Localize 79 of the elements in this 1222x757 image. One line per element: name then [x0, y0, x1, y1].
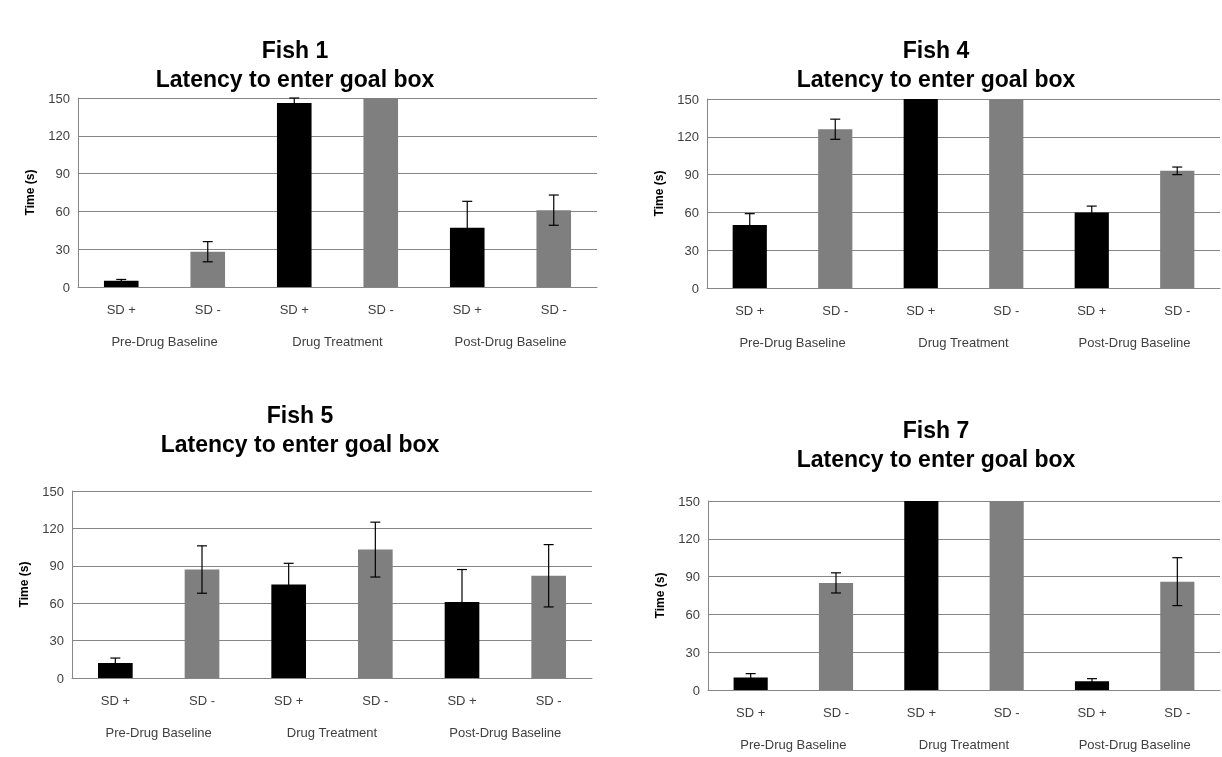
text: Drug Treatment [918, 737, 1010, 752]
bar [103, 280, 139, 287]
bar [904, 501, 939, 690]
x-tick-label: SD + [906, 705, 936, 720]
x-tick-label: SD + [100, 693, 130, 708]
text: Pre-Drug Baseline [111, 334, 218, 349]
text: Pre-Drug Baseline [105, 725, 212, 740]
chart-title: Fish 7 [902, 416, 970, 443]
chart-subtitle: Latency to enter goal box [796, 445, 1076, 472]
text: Drug Treatment [286, 725, 378, 740]
bar [903, 99, 938, 288]
y-tick-label: 60 [49, 595, 64, 611]
text: Pre-Drug Baseline [740, 737, 847, 752]
x-tick-label: SD + [106, 302, 136, 317]
x-tick-label: SD + [736, 705, 766, 720]
x-tick-label: SD + [735, 303, 765, 318]
x-tick-label: SD - [993, 705, 1020, 720]
chart-subtitle: Latency to enter goal box [160, 430, 440, 457]
text: Pre-Drug Baseline [739, 335, 846, 350]
x-tick-label: SD + [1077, 705, 1107, 720]
y-tick-label: 0 [692, 682, 700, 698]
x-tick-label: SD - [189, 693, 215, 708]
chart-subtitle: Latency to enter goal box [796, 65, 1076, 92]
y-tick-label: 30 [55, 241, 70, 257]
text: Drug Treatment [918, 335, 1010, 350]
y-tick-label: 90 [684, 167, 699, 183]
x-tick-label: SD - [362, 693, 389, 708]
y-tick-label: 150 [677, 91, 699, 107]
x-tick-label: SD - [194, 302, 221, 317]
y-axis-title: Time (s) [23, 169, 37, 216]
y-tick-label: 90 [49, 558, 64, 574]
text: Post-Drug Baseline [454, 334, 567, 349]
text: Drug Treatment [292, 334, 384, 349]
y-tick-label: 120 [42, 520, 64, 536]
y-axis-title: Time (s) [652, 170, 666, 217]
bar [1074, 681, 1110, 690]
text: Post-Drug Baseline [449, 725, 562, 740]
y-tick-label: 150 [42, 483, 64, 499]
y-axis-title: Time (s) [17, 561, 31, 608]
y-axis-title: Time (s) [653, 572, 667, 619]
text: Post-Drug Baseline [1078, 335, 1191, 350]
bar [733, 677, 768, 690]
x-tick-label: SD + [1077, 303, 1107, 318]
x-tick-label: SD + [452, 302, 482, 317]
x-tick-label: SD - [823, 705, 849, 720]
y-tick-label: 0 [62, 279, 70, 295]
y-tick-label: 0 [56, 670, 64, 686]
y-tick-label: 30 [685, 644, 700, 660]
x-tick-label: SD - [1164, 705, 1191, 720]
x-tick-label: SD + [447, 693, 477, 708]
text: Post-Drug Baseline [1078, 737, 1191, 752]
x-tick-label: SD - [367, 302, 394, 317]
y-tick-label: 60 [685, 606, 700, 622]
y-tick-label: 120 [677, 129, 699, 145]
chart-title: Fish 4 [902, 36, 970, 63]
x-tick-label: SD + [279, 302, 309, 317]
x-tick-label: SD - [535, 693, 562, 708]
y-tick-label: 150 [48, 90, 70, 106]
y-tick-label: 60 [55, 203, 70, 219]
chart-title: Fish 5 [266, 401, 334, 428]
y-tick-label: 30 [49, 633, 64, 649]
x-tick-label: SD - [1164, 303, 1191, 318]
bar [98, 663, 133, 678]
x-tick-label: SD - [822, 303, 849, 318]
x-tick-label: SD - [540, 302, 567, 317]
y-tick-label: 30 [684, 242, 699, 258]
y-tick-label: 0 [691, 280, 699, 296]
y-tick-label: 120 [48, 128, 70, 144]
chart-subtitle: Latency to enter goal box [155, 65, 435, 92]
x-tick-label: SD + [906, 303, 936, 318]
bar [276, 103, 312, 287]
y-tick-label: 60 [684, 204, 699, 220]
y-tick-label: 120 [678, 531, 700, 547]
y-tick-label: 90 [55, 166, 70, 182]
x-tick-label: SD - [993, 303, 1020, 318]
y-tick-label: 90 [685, 569, 700, 585]
y-tick-label: 150 [678, 493, 700, 509]
chart-title: Fish 1 [261, 36, 329, 63]
x-tick-label: SD + [274, 693, 304, 708]
